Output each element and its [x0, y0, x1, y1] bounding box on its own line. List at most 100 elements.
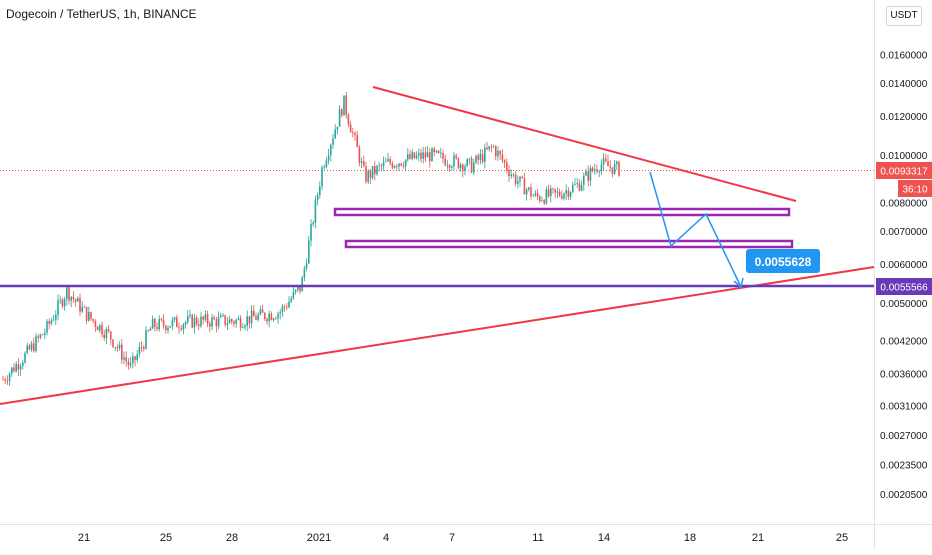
candle-body [442, 152, 444, 159]
candle-body [484, 147, 486, 163]
candle-body [424, 152, 427, 158]
candle-body [275, 318, 277, 320]
candle-body [88, 312, 90, 321]
candle-body [52, 319, 55, 321]
candle-body [411, 152, 413, 159]
candle-body [418, 152, 420, 156]
candle-body [110, 331, 112, 340]
candle-body [534, 193, 537, 196]
candle-body [244, 325, 246, 328]
time-tick-label: 4 [383, 532, 389, 544]
candle-body [369, 171, 372, 178]
candle-body [266, 318, 268, 322]
candle-body [574, 184, 576, 185]
candle-body [464, 166, 466, 172]
candle-body [257, 314, 259, 320]
candle-body [189, 314, 191, 317]
candle-body [550, 188, 552, 197]
candle-body [147, 330, 149, 332]
candle-body [268, 313, 270, 322]
support-zone-lower[interactable] [344, 239, 794, 249]
candle-body [545, 189, 548, 204]
countdown-badge: 36:10 [898, 180, 932, 197]
candle-body [283, 306, 286, 308]
price-axis[interactable]: 0.0160000 0.0140000 0.0120000 0.0100000 0.00… [880, 50, 928, 500]
candle-series[interactable] [2, 91, 620, 387]
ascending-support-line[interactable] [0, 266, 875, 405]
candle-body [455, 155, 457, 159]
candle-body [286, 306, 288, 308]
candle-body [473, 162, 475, 173]
candle-body [512, 174, 515, 176]
candle-body [178, 327, 180, 329]
candle-body [46, 321, 48, 333]
candle-body [226, 323, 229, 325]
candle-body [488, 146, 490, 150]
candle-body [35, 336, 37, 352]
level-price-badge-bg [876, 278, 932, 295]
candle-body [440, 152, 442, 154]
candle-body [294, 289, 297, 292]
descending-trendline[interactable] [372, 86, 797, 202]
candle-body [127, 361, 130, 366]
candle-body [521, 176, 523, 178]
price-tick-label: 0.0020500 [880, 490, 928, 501]
candle-body [83, 306, 86, 308]
candle-body [420, 152, 422, 159]
candle-body [103, 334, 105, 339]
candle-body [323, 167, 325, 168]
projection-path[interactable] [649, 171, 742, 288]
candle-body [341, 109, 343, 116]
support-zone-upper[interactable] [333, 207, 791, 217]
candle-body [13, 367, 15, 372]
candle-body [543, 200, 545, 204]
candle-body [149, 328, 152, 331]
candle-body [305, 263, 308, 269]
candle-body [481, 154, 484, 163]
candle-body [596, 169, 598, 172]
candle-body [495, 146, 497, 157]
candle-body [536, 193, 539, 197]
candle-body [389, 159, 391, 164]
candle-body [94, 321, 97, 327]
candle-body [132, 356, 134, 363]
candle-body [290, 298, 292, 302]
candle-body [602, 158, 605, 165]
level-price-badge: 0.0055566 [876, 278, 932, 295]
candle-body [530, 187, 532, 197]
candle-body [6, 380, 9, 382]
candle-body [319, 186, 321, 195]
candle-body [462, 164, 464, 172]
candle-body [158, 318, 160, 330]
candle-body [613, 164, 616, 174]
time-tick-label: 25 [160, 532, 172, 544]
candle-body [96, 326, 99, 331]
candle-body [255, 316, 257, 320]
candle-body [167, 327, 169, 331]
candle-body [356, 135, 358, 148]
candle-body [176, 317, 178, 328]
current-price-badge-bg [876, 162, 932, 179]
candle-body [264, 312, 266, 319]
candle-body [220, 315, 222, 318]
countdown-badge-bg [898, 180, 932, 197]
time-axis[interactable]: 21 25 28 2021 4 7 11 14 18 21 25 [78, 532, 848, 544]
candle-body [391, 163, 394, 168]
target-price-callout[interactable]: 0.0055628 [746, 249, 820, 273]
candle-body [431, 148, 433, 162]
time-tick-label: 14 [598, 532, 610, 544]
candle-body [281, 306, 284, 313]
candle-body [195, 317, 198, 325]
candle-body [398, 163, 400, 167]
candle-body [173, 317, 176, 320]
candle-body [162, 319, 165, 326]
candle-body [457, 158, 460, 169]
candle-body [61, 299, 64, 307]
candle-body [470, 158, 473, 173]
candle-body [114, 346, 116, 348]
currency-button[interactable]: USDT [886, 6, 922, 26]
candle-body [554, 189, 556, 193]
candle-body [118, 344, 121, 349]
